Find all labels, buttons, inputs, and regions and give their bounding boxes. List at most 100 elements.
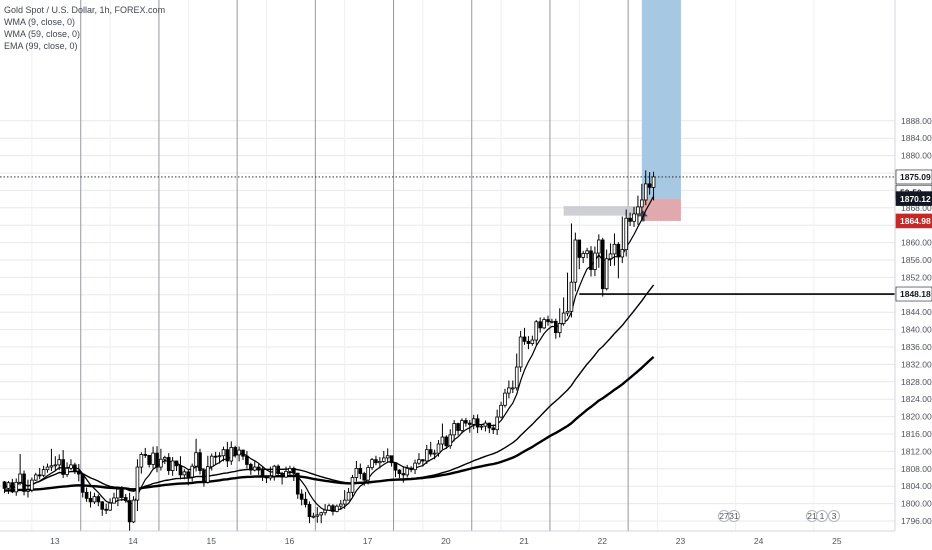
indicator-ema-99[interactable]: EMA (99, close, 0)	[4, 41, 78, 51]
candle-body	[338, 503, 343, 507]
candle-body	[80, 473, 85, 493]
candle-body	[30, 479, 34, 491]
candle-body	[213, 455, 218, 458]
candle-body	[589, 250, 593, 270]
grid	[0, 0, 895, 531]
candle-body	[69, 464, 73, 469]
candle-body	[350, 477, 355, 493]
candle-body	[495, 416, 499, 431]
candle-body	[26, 489, 30, 492]
candle-body	[41, 469, 46, 476]
y-tick-label: 1828.00	[901, 377, 932, 387]
candle-body	[405, 467, 410, 476]
entry-price-tag-box	[895, 191, 932, 206]
stop-price-tag-box	[895, 213, 932, 229]
candle-body	[413, 462, 417, 471]
indicator-wma-9[interactable]: WMA (9, close, 0)	[4, 17, 76, 27]
y-tick-label: 1852.00	[901, 272, 932, 282]
candle-body	[467, 422, 472, 425]
candle-body	[421, 459, 425, 462]
candle-body	[2, 481, 7, 489]
x-tick-label: 20	[441, 536, 451, 546]
candle-body	[342, 499, 347, 505]
moving-averages	[4, 195, 655, 512]
event-badge-circle	[828, 510, 840, 522]
candle-body	[636, 206, 640, 215]
candle-body	[18, 473, 22, 483]
candle-body	[14, 481, 19, 493]
candle-body	[241, 449, 245, 457]
candle-body	[84, 491, 89, 499]
y-tick-label: 1888.00	[901, 116, 932, 126]
indicator-wma-59[interactable]: WMA (59, close, 0)	[4, 29, 81, 39]
candle-body	[225, 449, 230, 462]
candle-body	[245, 455, 249, 465]
event-badge[interactable]: 1	[816, 510, 828, 522]
candle-body	[585, 250, 589, 254]
y-tick-label: 1840.00	[901, 325, 932, 335]
candle-body	[96, 496, 101, 503]
wma-9-line	[4, 195, 655, 512]
candle-body	[581, 253, 585, 258]
candle-body	[10, 482, 15, 493]
candle-body	[628, 217, 632, 222]
y-tick-label: 1856.00	[901, 255, 932, 265]
candle-body	[503, 392, 507, 406]
grey-zone	[563, 206, 642, 216]
candle-body	[432, 452, 437, 455]
event-badge[interactable]: 27	[718, 510, 730, 522]
candle-body	[608, 253, 613, 260]
candle-body	[378, 461, 382, 464]
candle-body	[624, 217, 628, 250]
y-tick-label: 1824.00	[901, 394, 932, 404]
candle-body	[166, 457, 171, 471]
candle-body	[448, 434, 453, 447]
event-badge[interactable]: 3	[828, 510, 840, 522]
candle-body	[65, 467, 69, 475]
candle-body	[260, 469, 265, 478]
candle-body	[33, 474, 38, 481]
candle-body	[554, 320, 558, 334]
symbol-title[interactable]: Gold Spot / U.S. Dollar, 1h, FOREX.com	[4, 5, 166, 15]
candle-body	[315, 514, 320, 517]
event-badges[interactable]: 27 31 21 1 3	[718, 510, 840, 522]
candle-body	[264, 476, 269, 479]
candle-body	[597, 239, 601, 254]
x-tick-label: 17	[363, 536, 373, 546]
x-tick-label: 14	[128, 536, 138, 546]
wma-59-line	[4, 284, 655, 492]
y-tick-label: 1800.00	[901, 499, 932, 509]
x-tick-label: 23	[676, 536, 686, 546]
candle-body	[151, 452, 155, 465]
candle-body	[49, 465, 54, 468]
price-axis[interactable]: 1796.00 1800.00 1804.00 1808.00 1812.00 1816.…	[894, 0, 932, 531]
candle-body	[444, 436, 449, 447]
candle-body	[131, 499, 136, 523]
candle-body	[307, 504, 312, 518]
x-tick-label: 16	[285, 536, 295, 546]
candle-body	[573, 239, 578, 283]
candle-body	[139, 454, 144, 468]
y-tick-label: 1868.00	[901, 203, 932, 213]
position-tool[interactable]	[563, 0, 681, 222]
candle-body	[221, 449, 226, 457]
candle-body	[272, 465, 277, 477]
candle-body	[460, 420, 464, 431]
candle-body	[424, 449, 429, 462]
time-axis[interactable]: 13 14 15 16 17 20 21 22 23 24 25	[0, 530, 895, 550]
candle-body	[640, 199, 644, 208]
candle-body	[538, 321, 542, 329]
candle-body	[178, 465, 183, 476]
candle-body	[346, 491, 351, 501]
y-tick-label: 1884.00	[901, 133, 932, 143]
event-badge[interactable]: 21	[806, 510, 818, 522]
candle-body	[73, 464, 77, 472]
event-badge[interactable]: 31	[728, 510, 740, 522]
candle-body	[186, 471, 191, 478]
candle-body	[22, 473, 26, 492]
candle-body	[514, 366, 519, 389]
candle-body	[593, 252, 597, 270]
candle-body	[507, 387, 511, 394]
candle-body	[120, 488, 124, 498]
